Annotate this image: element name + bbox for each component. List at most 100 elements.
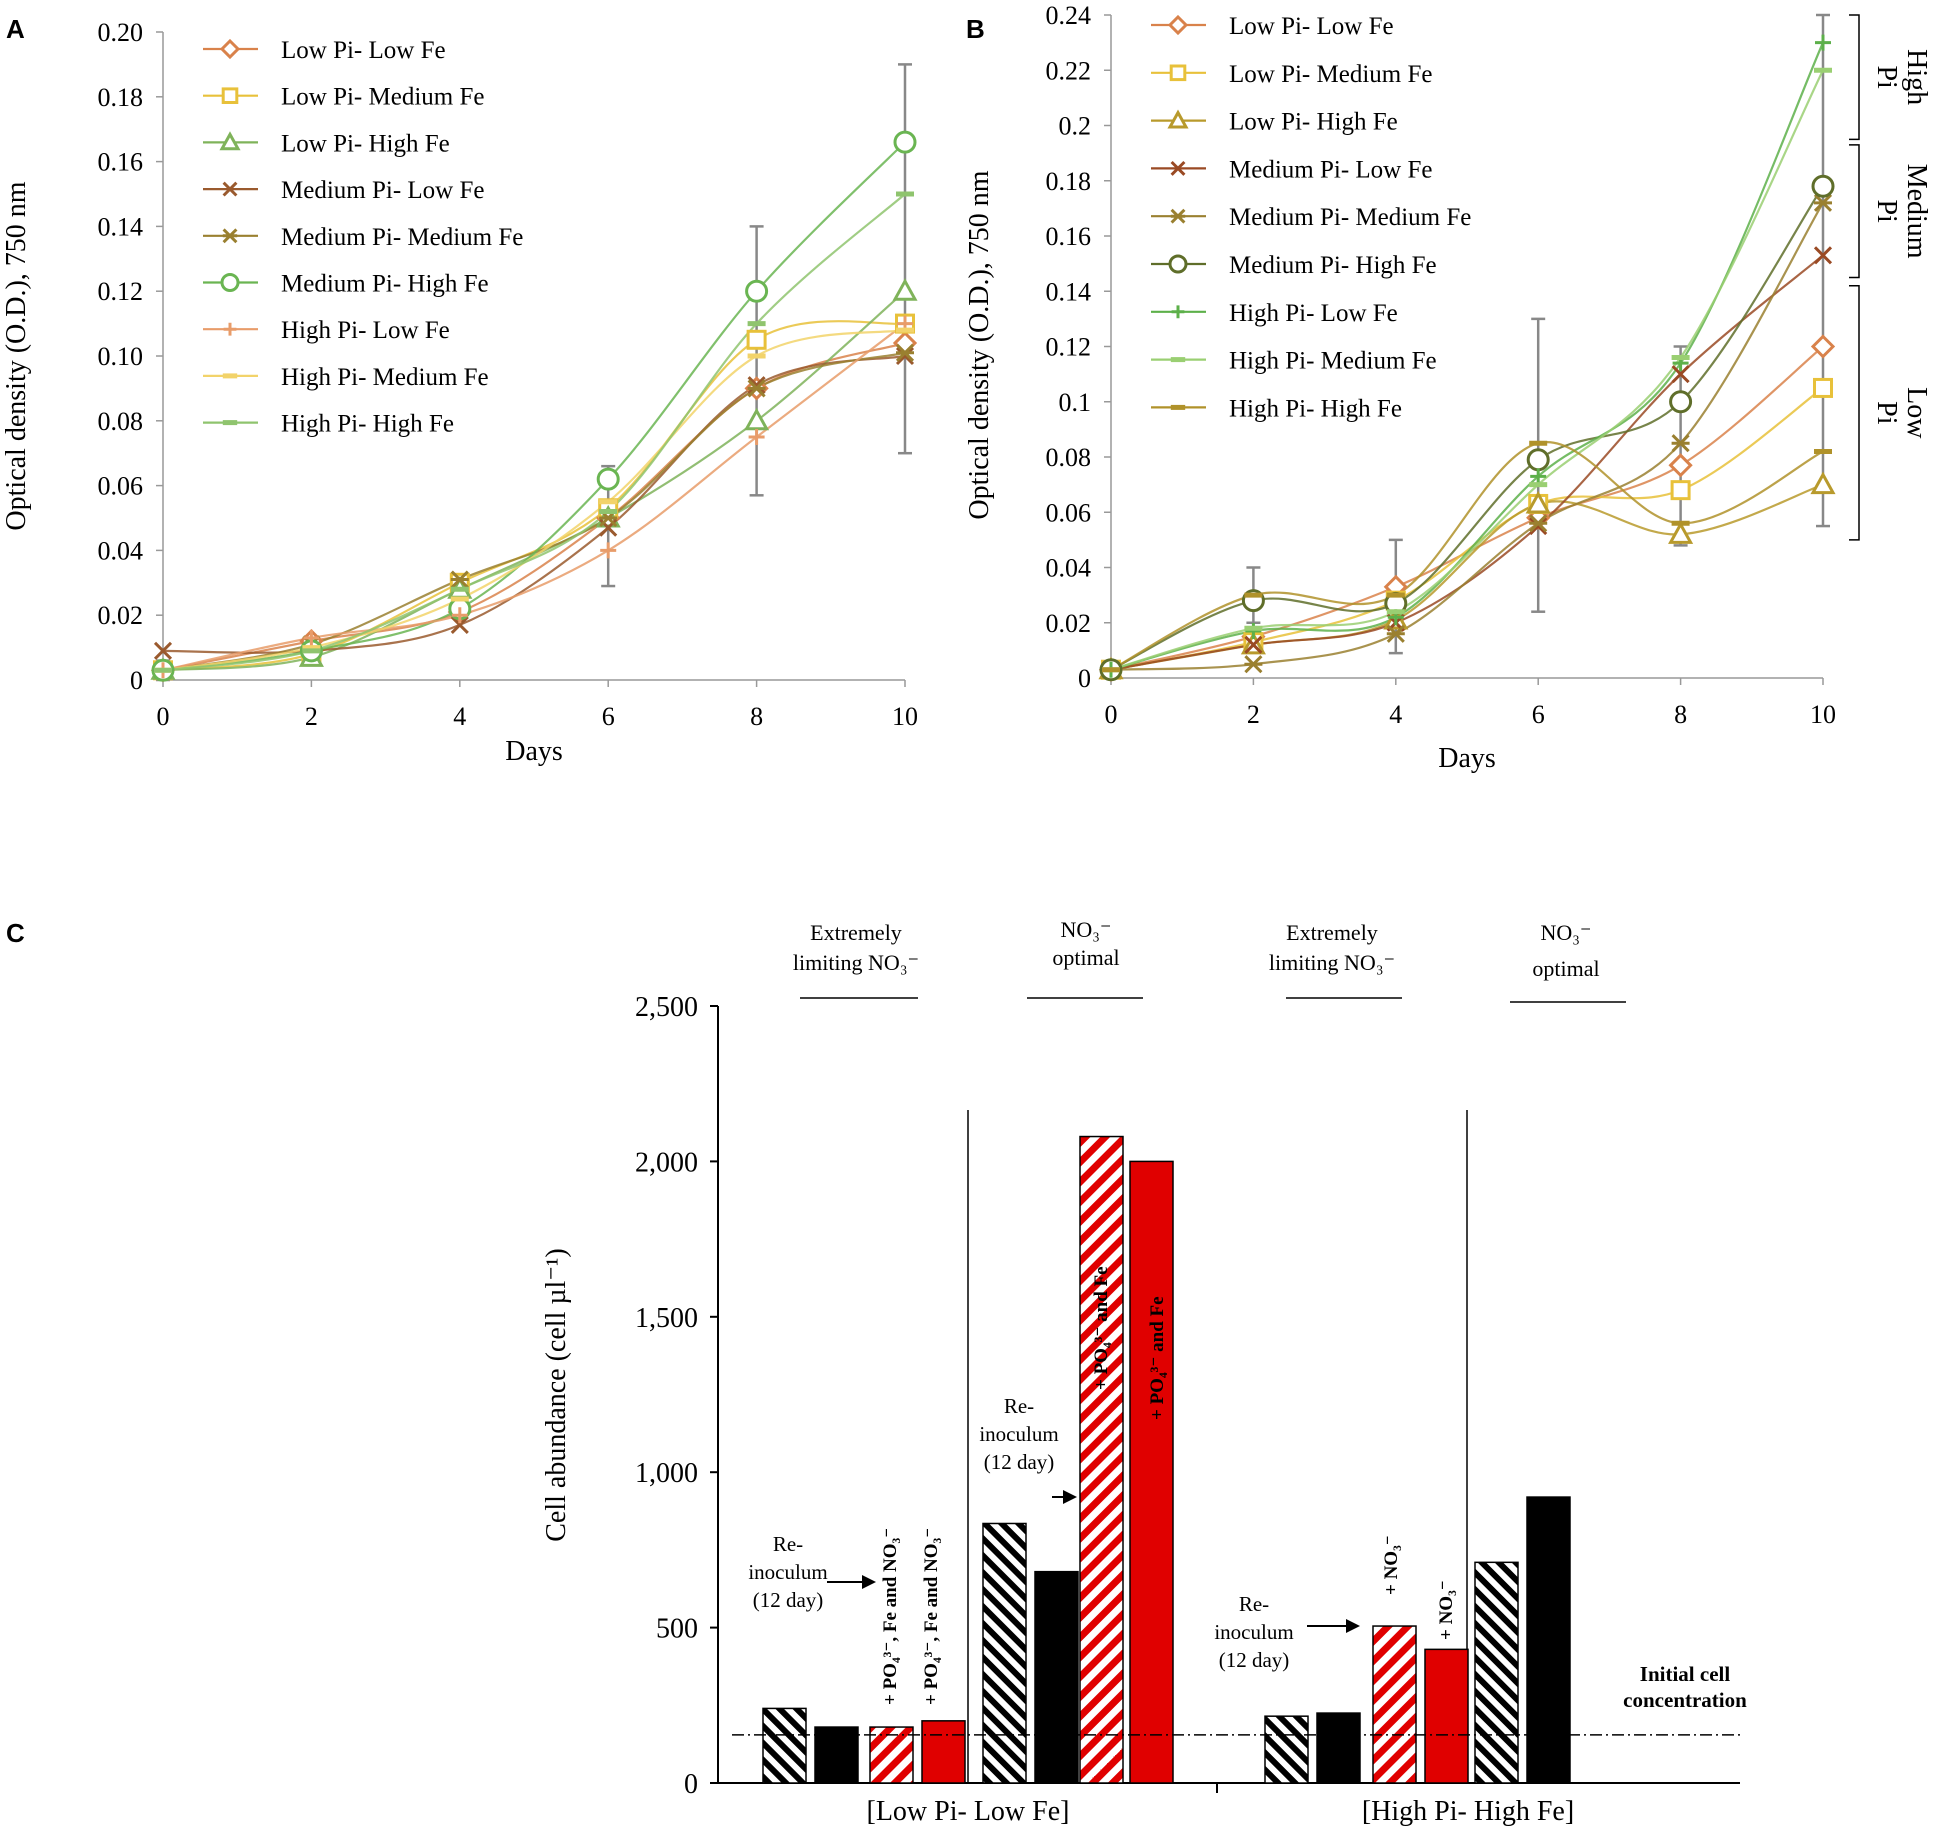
y-tick-label: 0.24 (1046, 1, 1092, 30)
series-line (1110, 185, 1824, 671)
data-point (600, 542, 617, 559)
bar (814, 1726, 859, 1784)
header-3-line-2: limiting NO₃⁻ (1269, 950, 1395, 975)
bar (1372, 1625, 1417, 1784)
x-tick-label: 6 (602, 702, 615, 731)
legend-label: High Pi- Medium Fe (1229, 348, 1437, 375)
legend-marker (223, 322, 237, 336)
pi-bracket-label: Pi (1871, 199, 1902, 223)
data-point (1529, 517, 1548, 536)
data-point (747, 379, 766, 398)
series-line (1110, 42, 1825, 671)
data-point (744, 407, 770, 431)
legend-label: Medium Pi- High Fe (281, 271, 489, 298)
y-tick-label: 0.14 (1046, 277, 1092, 306)
initial-label-line-1: Initial cell (1640, 1662, 1731, 1686)
data-point (1813, 193, 1833, 212)
legend-label: Medium Pi- Medium Fe (281, 224, 523, 251)
data-point (1813, 377, 1833, 398)
data-point (1245, 623, 1262, 640)
bar (1264, 1715, 1309, 1784)
x-tick-label: 10 (1810, 700, 1836, 729)
reinoculum-2-line-2: inoculum (979, 1422, 1058, 1446)
legend-label: Medium Pi- Low Fe (281, 177, 484, 204)
reinoculum-3-arrowhead (1346, 1619, 1360, 1633)
legend-label: Low Pi- Low Fe (1229, 13, 1394, 40)
data-point (1668, 521, 1694, 544)
y-tick-label: 2,000 (635, 1147, 698, 1178)
bar (1129, 1160, 1174, 1784)
series-line (162, 328, 906, 672)
bar-annotation-2: + PO₄³⁻, Fe and NO₃⁻ (921, 1528, 942, 1705)
series-line (162, 341, 906, 672)
data-point (1668, 453, 1693, 478)
reinoculum-3-line-1: Re- (1239, 1592, 1269, 1616)
data-point (746, 329, 767, 350)
pi-bracket-label: High (1901, 49, 1932, 105)
legend-marker (1167, 109, 1189, 129)
data-point (895, 346, 915, 366)
y-tick-label: 500 (656, 1614, 698, 1645)
header-4-line-2: optimal (1532, 956, 1599, 981)
pi-bracket (1849, 14, 1860, 141)
y-tick-label: 0.12 (98, 277, 144, 306)
y-tick-label: 0.18 (1046, 167, 1092, 196)
x-tick-label: 8 (750, 702, 763, 731)
pi-bracket (1849, 144, 1860, 279)
y-tick-label: 1,000 (635, 1458, 698, 1489)
y-tick-label: 0 (1078, 664, 1091, 693)
x-ticks-b: 0 2 4 6 8 10 (1105, 678, 1836, 729)
pi-bracket (1849, 284, 1860, 541)
bar-annotation-4: + PO₄³⁻ and Fe (1147, 1296, 1168, 1420)
data-point (1811, 174, 1835, 198)
data-point (745, 279, 769, 303)
y-tick-label: 0.10 (98, 342, 144, 371)
bar (1474, 1561, 1519, 1784)
y-tick-label: 0.22 (1046, 56, 1092, 85)
y-tick-label: 0 (684, 1769, 698, 1800)
data-point (1244, 635, 1263, 654)
data-point (1670, 480, 1691, 501)
reinoculum-1-line-2: inoculum (748, 1560, 827, 1584)
series-line (162, 354, 906, 654)
y-tick-label: 0.06 (1046, 498, 1092, 527)
group-label-low: [Low Pi- Low Fe] (867, 1796, 1070, 1827)
legend-label: High Pi- High Fe (281, 411, 454, 438)
y-tick-label: 2,500 (635, 992, 698, 1023)
x-tick-label: 0 (157, 702, 170, 731)
series-line (162, 141, 906, 672)
legend-label: Medium Pi- Medium Fe (1229, 204, 1471, 231)
y-axis-label-b: Optical density (O.D.), 750 nm (964, 170, 995, 519)
legend-marker (1169, 64, 1187, 82)
data-point (1815, 34, 1831, 51)
data-point (1525, 490, 1551, 514)
legend-marker (1168, 254, 1188, 274)
data-point (1529, 514, 1548, 533)
data-point (1810, 334, 1836, 359)
legend-label: Low Pi- Medium Fe (1229, 61, 1432, 88)
reinoculum-2-line-1: Re- (1004, 1394, 1034, 1418)
bar (1034, 1570, 1079, 1784)
bar-annotation-5: + NO₃⁻ (1381, 1535, 1402, 1595)
y-tick-label: 0.14 (98, 212, 144, 241)
y-ticks-c: 0 500 1,000 1,500 2,000 2,500 (635, 992, 718, 1800)
y-axis-label-c: Cell abundance (cell µl⁻¹) (541, 1248, 572, 1542)
x-tick-label: 6 (1532, 700, 1545, 729)
data-point (895, 343, 915, 362)
legend-marker (1170, 208, 1186, 224)
series-markers-a (150, 130, 918, 683)
error-bars-b (1104, 13, 1830, 680)
data-point (451, 607, 468, 624)
header-2-line-2: optimal (1052, 945, 1119, 970)
legend-marker (221, 87, 239, 105)
bar (1316, 1712, 1361, 1784)
x-tick-label: 2 (305, 702, 318, 731)
pi-bracket-label: Medium (1901, 164, 1932, 259)
data-point (1244, 655, 1263, 674)
x-tick-label: 8 (1674, 700, 1687, 729)
reinoculum-3-line-3: (12 day) (1219, 1648, 1290, 1672)
data-point (892, 278, 918, 301)
reinoculum-1-line-3: (12 day) (753, 1588, 824, 1612)
y-tick-label: 1,500 (635, 1303, 698, 1334)
